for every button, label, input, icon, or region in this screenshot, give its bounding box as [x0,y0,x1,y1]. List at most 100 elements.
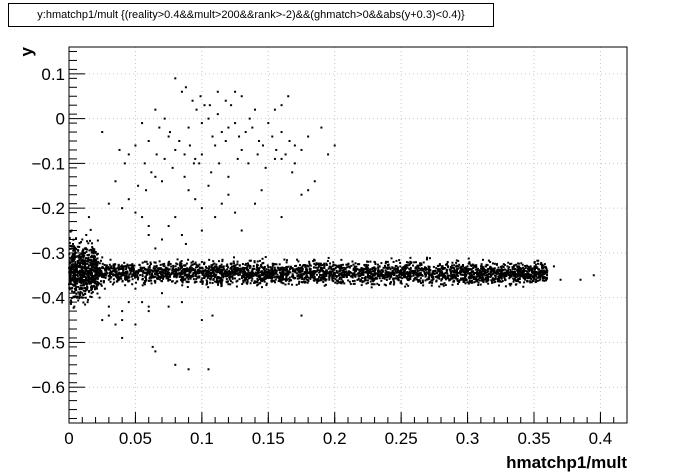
band-point [279,272,282,275]
band-point [414,261,417,264]
band-point [140,270,143,273]
band-point [293,269,296,272]
band-point [500,277,503,280]
band-point [415,271,418,274]
band-point [486,273,489,276]
band-point [305,267,308,270]
cluster-point [70,299,73,302]
band-point [186,273,189,276]
band-point [322,274,325,277]
cluster-point [90,269,93,272]
band-point [126,277,129,280]
band-point [458,279,461,282]
cluster-point [71,266,74,269]
band-point [536,276,539,279]
band-point [521,273,524,276]
band-point [541,271,544,274]
data-point [254,108,256,111]
band-point [121,272,124,275]
band-point [435,272,438,275]
band-point [185,273,188,276]
data-point [154,350,157,353]
band-point [153,275,156,278]
band-point [490,269,493,272]
band-point [159,263,162,266]
band-point [190,268,193,271]
band-point [221,260,224,263]
band-point [308,262,311,265]
band-point [292,268,295,271]
cluster-point [81,271,84,274]
band-point [356,263,359,266]
band-point [273,279,276,282]
band-point [504,285,507,288]
band-point [430,284,433,287]
band-point [371,273,374,276]
band-point [138,264,141,267]
band-point [102,275,105,278]
band-point [498,284,501,287]
band-point [122,265,125,268]
band-point [419,272,422,275]
band-point [254,273,257,276]
band-point [428,274,431,277]
band-point [132,271,135,274]
band-point [463,266,466,269]
cluster-point [82,250,85,253]
cluster-point [74,260,77,263]
band-point [213,280,216,283]
band-point [390,273,393,276]
data-point [273,157,276,160]
band-point [508,266,511,269]
band-point [412,274,415,277]
band-point [404,275,407,278]
band-point [257,274,260,277]
band-point [324,270,327,273]
band-point [219,270,222,273]
band-point [388,274,391,277]
band-point [250,276,253,279]
band-point [386,273,389,276]
cluster-point [78,261,81,264]
cluster-point [69,280,72,283]
band-point [170,271,173,274]
band-point [408,263,411,266]
band-point [140,268,143,271]
band-point [441,283,444,286]
band-point [492,272,495,275]
data-point [134,287,137,290]
cluster-point [83,266,86,269]
cluster-point [81,287,84,290]
band-point [210,276,213,279]
band-point [526,272,529,275]
band-point [539,274,542,277]
band-point [100,280,103,283]
band-point [275,271,278,274]
band-point [175,275,178,278]
band-point [486,271,489,274]
cluster-point [82,284,85,287]
band-point [475,266,478,269]
band-point [211,270,214,273]
band-point [500,267,503,270]
band-point [427,268,430,271]
band-point [106,272,109,275]
band-point [504,268,507,271]
band-point [236,263,239,266]
band-point [444,263,447,266]
band-point [523,268,526,271]
cluster-point [85,276,88,279]
band-point [462,264,465,267]
band-point [332,277,335,280]
band-point [266,264,269,267]
band-point [291,273,294,276]
band-point [173,273,176,276]
band-point [424,274,427,277]
band-point [403,274,406,277]
band-point [205,267,208,270]
band-point [234,272,237,275]
band-point [535,275,538,278]
band-point [486,268,489,271]
band-point [357,278,360,281]
band-point [428,257,431,260]
